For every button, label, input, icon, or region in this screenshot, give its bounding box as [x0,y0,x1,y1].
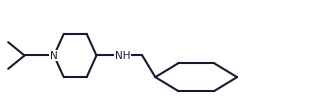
Text: NH: NH [115,51,130,60]
Text: N: N [50,51,58,60]
